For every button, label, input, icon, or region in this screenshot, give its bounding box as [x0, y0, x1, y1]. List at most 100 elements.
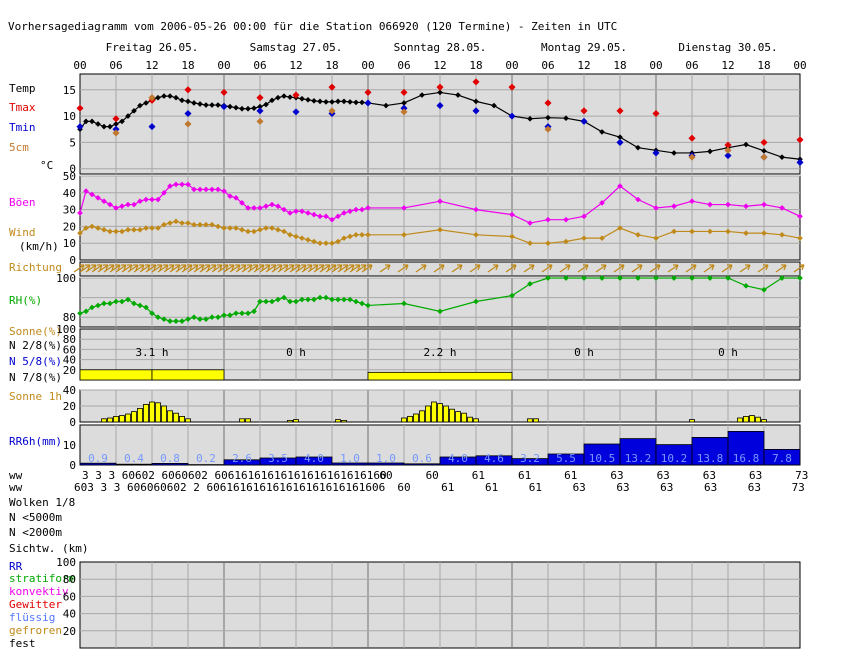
- sun-1h-bar: [239, 418, 245, 423]
- ww-code: 61: [472, 469, 485, 482]
- temp-point: [263, 101, 269, 108]
- wind-point: [197, 221, 203, 228]
- soil-point: [544, 125, 552, 133]
- rh-point: [203, 316, 209, 322]
- gust-point: [353, 206, 359, 213]
- temp-point: [545, 114, 551, 121]
- tick-bottom: 100: [56, 556, 76, 569]
- ww-code: 61: [441, 481, 454, 494]
- tick-wind: 0: [69, 254, 76, 267]
- direction-arrow: [469, 264, 481, 273]
- tmax-point: [112, 115, 120, 123]
- tick-bottom: 40: [63, 608, 76, 621]
- rh-point: [179, 318, 185, 324]
- rh-point: [77, 310, 83, 317]
- temp-point: [245, 105, 251, 112]
- gust-point: [281, 206, 287, 213]
- temp-point: [215, 102, 221, 108]
- temp-point: [275, 94, 281, 101]
- wind-point: [707, 228, 713, 235]
- precip-label: 4.0: [304, 452, 324, 465]
- tick-wind: 50: [63, 170, 76, 183]
- gust-point: [215, 186, 221, 193]
- gust-point: [197, 186, 203, 193]
- wind-point: [341, 235, 347, 241]
- precip-label: 0.9: [88, 452, 108, 465]
- gust-point: [437, 198, 443, 205]
- gust-point: [287, 210, 293, 216]
- soil-point: [184, 120, 192, 128]
- ww-code: 63: [616, 481, 629, 494]
- gust-point: [365, 205, 371, 211]
- precip-label: 1.0: [340, 452, 360, 465]
- tick-sun1h: 40: [63, 384, 76, 397]
- temp-point: [257, 103, 263, 110]
- sun-1h-bar: [431, 401, 437, 423]
- temp-point: [281, 93, 287, 99]
- direction-arrow: [685, 264, 697, 273]
- direction-arrow: [205, 264, 217, 273]
- temp-point: [329, 99, 335, 105]
- temp-point: [617, 134, 623, 140]
- sun-1h-bar: [101, 418, 107, 423]
- gust-point: [707, 201, 713, 208]
- sun-1h-bar: [755, 416, 761, 423]
- ww-code: 73: [792, 481, 805, 494]
- gust-point: [581, 213, 587, 220]
- sun-1h-bar: [413, 413, 419, 423]
- direction-arrow: [631, 264, 643, 273]
- sunshine-day-total: 2.2 h: [423, 346, 456, 359]
- temp-point: [143, 100, 149, 106]
- ww-code: 63: [704, 481, 717, 494]
- rh-point: [317, 294, 323, 301]
- ww-code: 73: [795, 469, 808, 482]
- precip-label: 16.8: [733, 452, 760, 465]
- label-stratiform: stratiform: [9, 572, 76, 585]
- gust-point: [149, 196, 155, 203]
- wind-point: [275, 226, 281, 233]
- wind-point: [101, 226, 107, 233]
- sun-1h-bar: [437, 403, 443, 423]
- gust-point: [227, 193, 233, 199]
- direction-arrow: [415, 264, 427, 273]
- label-5cm: 5cm: [9, 141, 29, 154]
- wind-point: [203, 221, 209, 228]
- sun-1h-bar: [119, 415, 125, 423]
- temp-point: [707, 148, 713, 155]
- label-n78: N 7/8(%): [9, 371, 62, 384]
- gust-point: [209, 186, 215, 193]
- tmax-point: [508, 83, 516, 91]
- rh-point: [161, 316, 167, 322]
- sunshine-day-total: 0 h: [286, 346, 306, 359]
- label-direction: Richtung: [9, 261, 62, 274]
- rh-point: [167, 318, 173, 324]
- rh-point: [155, 314, 161, 321]
- rh-point: [173, 318, 179, 324]
- wind-point: [95, 225, 101, 231]
- wind-point: [137, 226, 143, 233]
- rh-point: [707, 275, 713, 281]
- label-fest: fest: [9, 637, 36, 650]
- rh-point: [251, 308, 257, 315]
- precip-label: 3.2: [520, 452, 540, 465]
- direction-arrow: [721, 264, 733, 273]
- precip-label: 0.8: [160, 452, 180, 465]
- temp-point: [167, 93, 173, 99]
- gust-point: [203, 186, 209, 193]
- rh-point: [299, 296, 305, 303]
- hour-label: 06: [397, 59, 410, 72]
- hour-label: 18: [613, 59, 626, 72]
- wind-point: [113, 228, 119, 235]
- direction-arrow: [325, 264, 337, 273]
- label-rh: RH(%): [9, 294, 42, 307]
- precip-label: 13.8: [697, 452, 724, 465]
- tmax-point: [256, 94, 264, 102]
- temp-point: [83, 118, 89, 125]
- gust-point: [527, 220, 533, 226]
- soil-point: [760, 153, 768, 161]
- wind-point: [179, 220, 185, 226]
- wind-point: [329, 240, 335, 247]
- label-gust: Böen: [9, 196, 36, 209]
- label-temp: Temp: [9, 82, 36, 95]
- direction-arrow: [199, 264, 211, 273]
